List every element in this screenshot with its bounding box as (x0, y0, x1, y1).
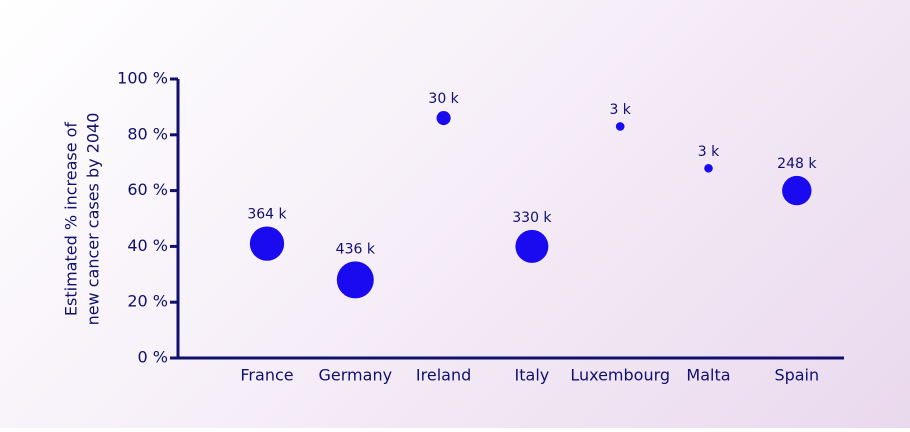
y-tick-label: 20 % (127, 292, 168, 311)
value-label: 436 k (336, 241, 376, 257)
bubble (249, 226, 285, 261)
x-tick-label: Luxembourg (570, 366, 670, 385)
y-tick-label: 60 % (127, 180, 168, 199)
y-axis-title: Estimated % increase of new cancer cases… (62, 113, 103, 326)
value-label: 3 k (698, 144, 720, 160)
bubble (615, 122, 625, 131)
bubble (782, 175, 812, 206)
x-tick-label: Ireland (416, 366, 471, 385)
x-tick-label: Malta (686, 366, 730, 385)
y-axis-title-line: Estimated % increase of (62, 122, 81, 317)
bubble (336, 261, 374, 299)
y-tick-label: 100 % (117, 69, 168, 88)
bubble (436, 110, 451, 126)
value-label: 3 k (609, 102, 631, 118)
bubble (515, 229, 549, 263)
value-label: 330 k (512, 210, 552, 226)
value-label: 248 k (777, 156, 817, 172)
bubble (704, 163, 713, 173)
x-tick-label: Germany (319, 366, 393, 385)
y-tick-label: 40 % (127, 236, 168, 255)
x-tick-label: Spain (774, 366, 819, 385)
x-tick-label: France (240, 366, 293, 385)
value-label: 364 k (247, 206, 287, 222)
value-label: 30 k (428, 91, 459, 107)
x-tick-label: Italy (515, 366, 550, 385)
y-tick-label: 0 % (138, 348, 168, 367)
y-tick-label: 80 % (127, 124, 168, 143)
y-axis-title-line: new cancer cases by 2040 (84, 113, 103, 326)
